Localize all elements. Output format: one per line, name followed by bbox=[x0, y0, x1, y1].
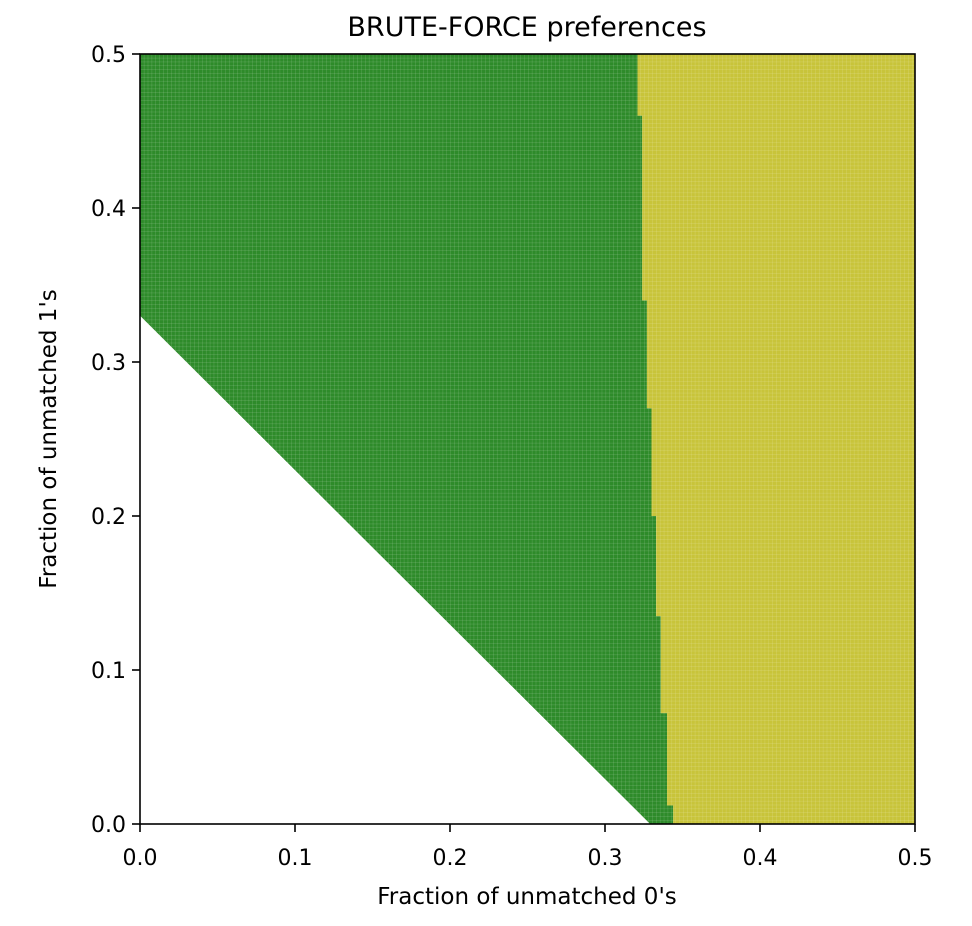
cell-grid-overlay bbox=[140, 54, 915, 824]
y-tick-label: 0.3 bbox=[91, 351, 126, 376]
plot-frame bbox=[139, 53, 916, 825]
x-tick-label: 0.4 bbox=[743, 846, 778, 871]
y-axis: 0.0 0.1 0.2 0.3 0.4 0.5 bbox=[91, 43, 140, 838]
plot-area bbox=[139, 53, 916, 825]
x-tick-label: 0.0 bbox=[123, 846, 158, 871]
x-tick-label: 0.3 bbox=[588, 846, 623, 871]
y-axis-label: Fraction of unmatched 1's bbox=[36, 289, 62, 589]
y-tick-label: 0.4 bbox=[91, 197, 126, 222]
x-tick-label: 0.1 bbox=[278, 846, 313, 871]
y-tick-label: 0.5 bbox=[91, 43, 126, 68]
y-tick-label: 0.1 bbox=[91, 659, 126, 684]
y-tick-label: 0.2 bbox=[91, 505, 126, 530]
x-tick-label: 0.5 bbox=[898, 846, 933, 871]
chart-title: BRUTE-FORCE preferences bbox=[347, 12, 706, 43]
y-tick-label: 0.0 bbox=[91, 813, 126, 838]
x-axis: 0.0 0.1 0.2 0.3 0.4 0.5 bbox=[123, 824, 933, 871]
x-axis-label: Fraction of unmatched 0's bbox=[377, 884, 677, 910]
x-tick-label: 0.2 bbox=[433, 846, 468, 871]
